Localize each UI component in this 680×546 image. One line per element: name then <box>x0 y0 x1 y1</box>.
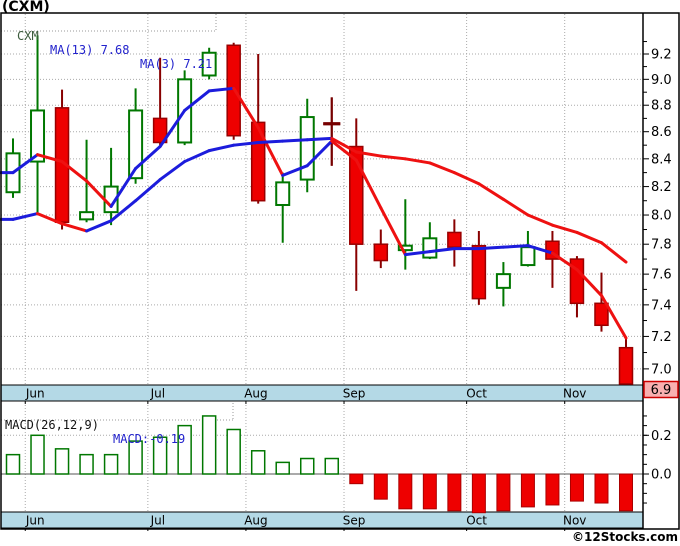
macd-bar <box>128 440 143 475</box>
macd-axis: 0.2 0.0 <box>643 415 672 504</box>
macd-bar <box>79 453 94 475</box>
candle <box>594 272 609 332</box>
month-label: Aug <box>244 387 267 401</box>
macd-bar <box>349 473 364 485</box>
candlestick-series <box>5 35 634 385</box>
candle <box>152 57 168 146</box>
macd-current-value: MACD:-0.19 <box>113 432 186 446</box>
price-tick-label: 8.0 <box>651 209 672 224</box>
candle <box>349 118 364 291</box>
month-label: Oct <box>466 514 487 528</box>
macd-bar <box>226 428 241 475</box>
macd-bar <box>54 448 70 475</box>
macd-bar <box>422 473 437 510</box>
ma-line-ma3 <box>0 86 628 340</box>
chart-frame <box>0 12 680 530</box>
macd-bar <box>545 473 560 506</box>
macd-bar <box>373 473 388 500</box>
macd-bar <box>471 473 486 514</box>
page-title: (CXM) <box>2 0 50 15</box>
macd-params-label: MACD(26,12,9) <box>5 418 99 432</box>
price-tick-label: 7.4 <box>651 298 672 313</box>
macd-bar <box>496 473 511 512</box>
month-axis-strip: Jun Jul Aug Sep Oct Nov <box>0 384 644 404</box>
candle <box>618 336 634 385</box>
candle <box>471 230 487 305</box>
month-label: Jul <box>150 514 165 528</box>
month-label: Jun <box>25 514 45 528</box>
candle <box>30 35 46 216</box>
candle <box>373 229 389 269</box>
price-tick-label: 7.6 <box>651 268 672 283</box>
macd-bar <box>569 473 584 502</box>
macd-bar <box>447 473 462 512</box>
month-label: Sep <box>343 387 366 401</box>
last-price-label: 6.9 <box>651 383 672 398</box>
macd-bar <box>275 461 290 475</box>
ma3-legend: MA(3) 7.21 <box>140 57 213 71</box>
price-tick-label: 8.6 <box>651 125 672 140</box>
candle <box>201 47 217 80</box>
macd-tick-label: 0.2 <box>651 429 672 444</box>
price-tick-label: 8.8 <box>651 99 672 114</box>
candle <box>299 98 315 193</box>
gridlines <box>1 14 643 512</box>
price-tick-label: 8.2 <box>651 180 672 195</box>
candle <box>226 42 241 140</box>
price-tick-label: 9.0 <box>651 73 672 88</box>
watermark-12stocks: ©12Stocks.com <box>572 530 678 544</box>
macd-bar <box>177 424 192 475</box>
candle <box>447 219 462 267</box>
candle <box>569 256 585 318</box>
ma13-legend: MA(13) 7.68 <box>50 43 130 57</box>
macd-legend: MACD(26,12,9) MACD:-0.19 <box>0 404 185 446</box>
macd-bar <box>152 436 168 475</box>
last-price-badge: 6.9 <box>643 380 679 399</box>
month-label: Nov <box>563 387 586 401</box>
month-label: Aug <box>244 514 267 528</box>
price-tick-label: 7.2 <box>651 330 672 345</box>
price-axis: 9.2 9.0 8.8 8.6 8.4 8.2 8.0 7.8 7.6 7.4 7.2 7.0 <box>643 41 672 377</box>
month-label: Jun <box>25 387 45 401</box>
candle <box>275 172 291 243</box>
macd-bar <box>250 450 266 475</box>
macd-bar <box>520 473 535 508</box>
price-tick-label: 7.8 <box>651 238 672 253</box>
price-tick-label: 7.0 <box>651 362 672 377</box>
price-legend: CXM MA(13) 7.68 MA(3) 7.21 <box>0 15 212 71</box>
month-label: Jul <box>150 387 165 401</box>
month-label: Sep <box>343 514 366 528</box>
month-axis-strip: Jun Jul Aug Sep Oct Nov <box>0 511 644 531</box>
symbol-label: CXM <box>17 29 39 43</box>
month-label: Oct <box>466 387 487 401</box>
candle <box>520 230 536 267</box>
macd-tick-label: 0.0 <box>651 468 672 483</box>
macd-bar <box>619 473 633 512</box>
macd-bar <box>30 434 45 475</box>
macd-bar <box>201 415 217 475</box>
ma-line-ma13 <box>0 136 628 264</box>
candle <box>495 262 511 307</box>
macd-histogram <box>5 415 633 514</box>
candle <box>397 199 413 270</box>
macd-bar <box>324 457 340 475</box>
macd-bar <box>398 473 413 510</box>
month-label: Nov <box>563 514 586 528</box>
price-tick-label: 8.4 <box>651 152 672 167</box>
candle <box>545 230 560 288</box>
macd-bar <box>103 453 119 475</box>
macd-bar <box>594 473 609 504</box>
macd-bar <box>299 457 315 475</box>
candle <box>103 147 119 226</box>
price-tick-label: 9.2 <box>651 48 672 63</box>
macd-bar <box>5 453 21 475</box>
